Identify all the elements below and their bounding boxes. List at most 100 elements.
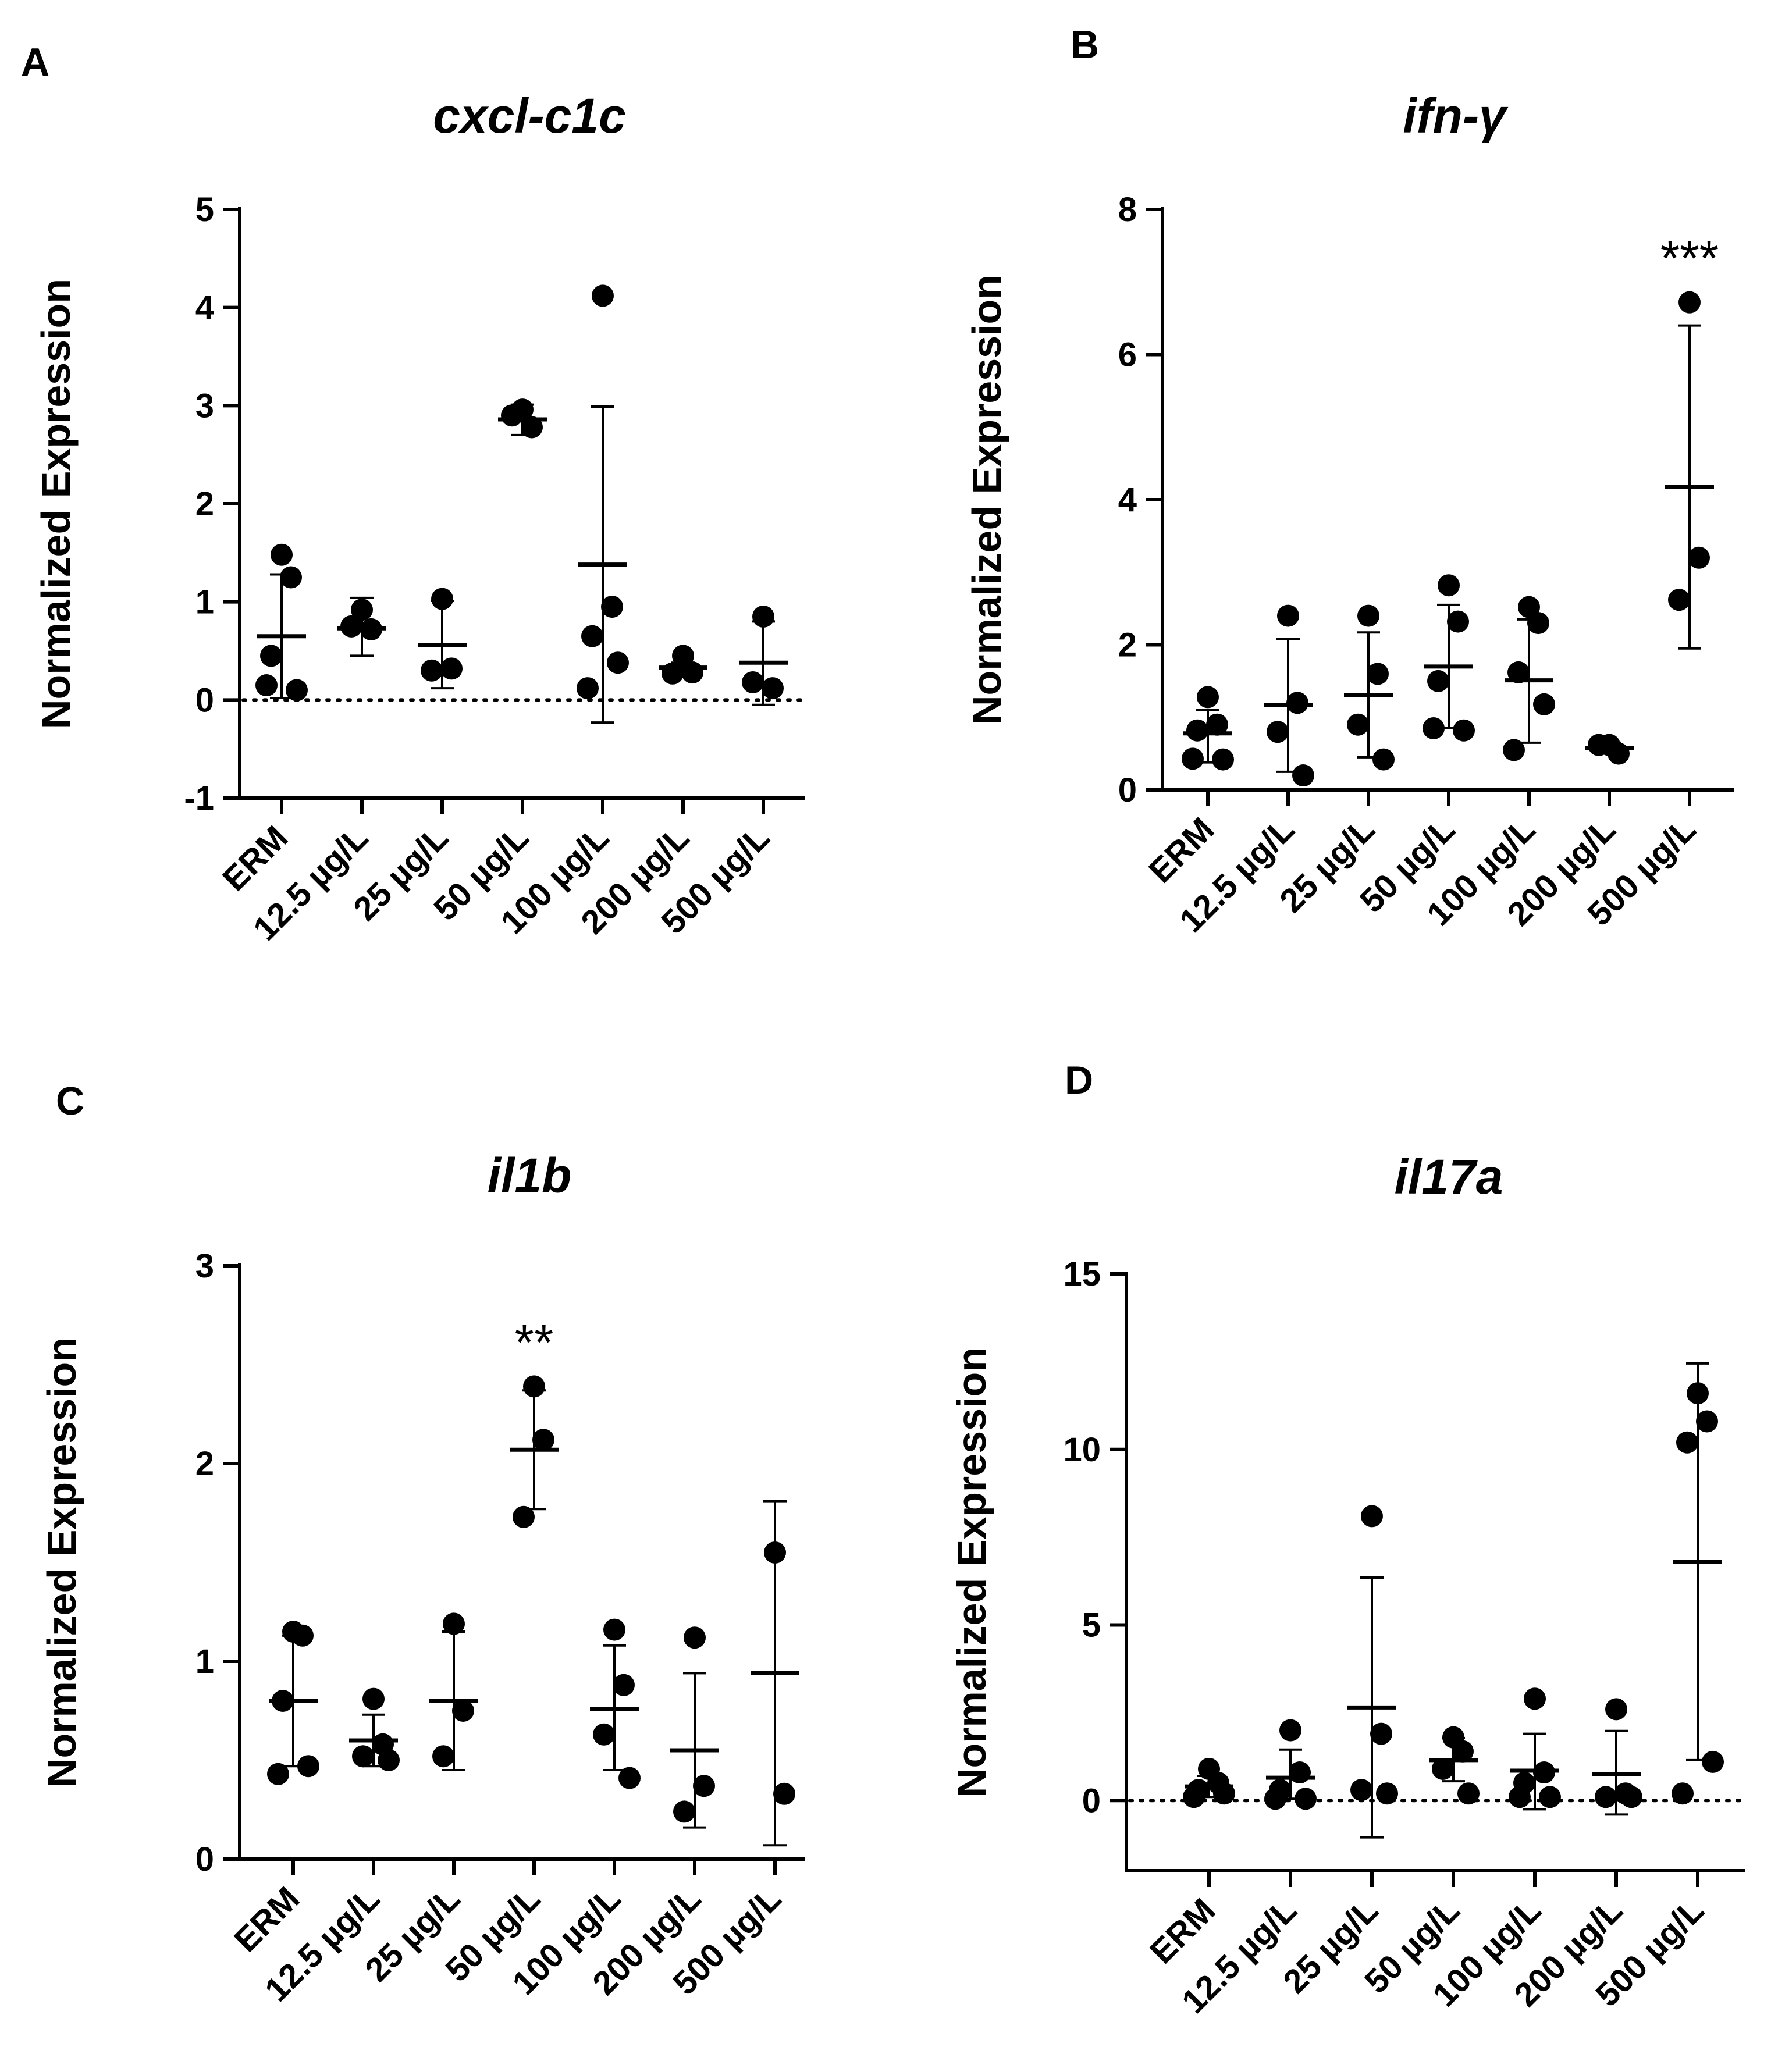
data-point [1267,721,1289,743]
data-point [267,1763,289,1785]
y-tick-label: 15 [1063,1255,1101,1293]
data-point [1672,1782,1694,1805]
data-point [1423,717,1445,739]
panel-letter: A [21,40,49,84]
data-point [532,1429,554,1451]
data-point [1372,748,1395,771]
data-point [662,662,684,685]
data-point [693,1775,715,1797]
data-point [286,679,308,702]
data-point [1605,1698,1627,1721]
data-point [1277,604,1299,627]
data-point [607,651,629,674]
data-point [742,671,764,693]
y-tick-label: 8 [1118,191,1137,229]
y-tick-label: 4 [195,289,214,327]
data-point [601,596,623,618]
data-point [513,1505,535,1528]
data-point [1292,764,1314,787]
data-point [1509,1786,1531,1808]
y-axis-label: Normalized Expression [33,279,79,729]
data-point [1197,686,1219,709]
y-tick-label: 5 [1082,1607,1101,1644]
data-point [297,1755,319,1778]
data-point [1676,1431,1698,1454]
data-point [1452,1740,1474,1763]
data-point [1678,291,1701,314]
data-point [762,677,784,700]
data-point [523,1375,545,1398]
y-tick-label: 0 [195,1840,214,1878]
data-point [260,645,282,667]
data-point [1183,1786,1205,1808]
y-tick-label: 0 [1082,1782,1101,1820]
data-point [613,1674,635,1696]
y-tick-label: 0 [195,681,214,719]
data-point [362,1687,385,1710]
data-point [1367,663,1389,685]
data-point [593,1723,615,1746]
significance-marker: ** [515,1315,554,1370]
data-point [684,1626,706,1649]
y-tick-label: 6 [1118,336,1137,374]
data-point [1182,747,1204,770]
data-point [501,404,523,427]
data-point [1370,1722,1392,1745]
data-point [1432,1757,1454,1780]
data-point [1533,693,1555,715]
data-point [1608,742,1630,765]
data-point [280,566,302,589]
data-point [1376,1782,1398,1805]
data-point [1687,1382,1709,1405]
data-point [577,677,599,700]
y-axis-label: Normalized Expression [39,1337,84,1788]
significance-marker: *** [1660,231,1719,287]
data-point [378,1749,400,1771]
data-point [421,659,443,682]
data-point [1206,713,1228,736]
chart-title: il1b [488,1148,572,1203]
y-axis-label: Normalized Expression [964,275,1009,725]
data-point [1427,670,1449,692]
data-point [1447,610,1469,633]
y-tick-label: 2 [195,1445,214,1483]
data-point [1347,713,1369,736]
data-point [1696,1410,1718,1433]
data-point [1524,1687,1546,1710]
y-tick-label: 2 [1118,626,1137,664]
data-point [432,1745,454,1768]
data-point [1588,734,1610,756]
data-point [1539,1786,1561,1808]
data-point [1518,596,1540,618]
data-point [452,1700,474,1722]
data-point [1668,589,1690,611]
data-point [764,1541,786,1564]
data-point [1453,719,1475,742]
data-point [1350,1779,1372,1802]
data-point [618,1767,641,1789]
data-point [272,1690,294,1712]
data-point [1438,574,1460,597]
data-point [271,543,293,566]
data-point [1357,604,1379,627]
data-point [681,661,703,684]
data-point [1507,661,1530,683]
data-point [1620,1786,1642,1808]
data-point [443,1612,465,1635]
data-point [773,1782,795,1805]
y-tick-label: 3 [195,1247,214,1285]
data-point [1289,1761,1311,1784]
data-point [1264,1788,1286,1810]
data-point [360,618,382,640]
panel-letter: C [56,1079,84,1123]
data-point [752,605,774,628]
data-point [1212,748,1234,771]
y-tick-label: 2 [195,485,214,523]
data-point [1361,1505,1383,1528]
data-point [1595,1786,1617,1808]
y-tick-label: -1 [184,779,214,817]
data-point [431,588,453,610]
